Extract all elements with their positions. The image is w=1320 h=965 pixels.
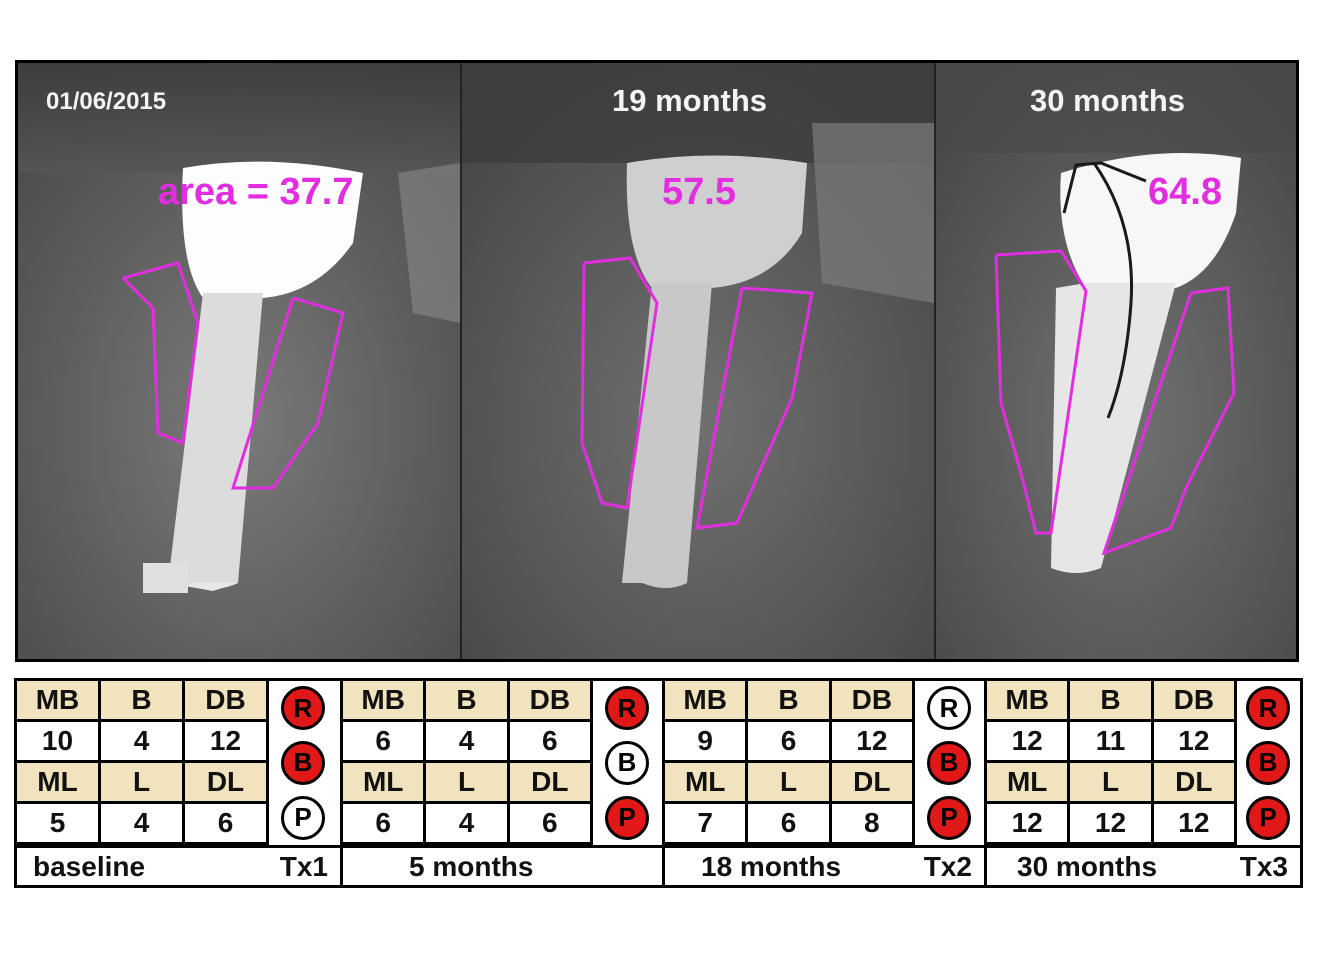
site-header: MB bbox=[987, 681, 1071, 722]
pus-indicator-icon: P bbox=[1246, 795, 1290, 840]
probing-value: 12 bbox=[987, 804, 1071, 845]
site-header: MB bbox=[17, 681, 101, 722]
indicator-column: R B P bbox=[593, 681, 661, 845]
radiograph-strip: 01/06/2015 area = 37.7 19 months 57.5 bbox=[15, 60, 1299, 662]
probing-value: 12 bbox=[987, 722, 1071, 763]
probing-value: 6 bbox=[343, 804, 427, 845]
bleeding-indicator-icon: B bbox=[281, 740, 325, 785]
probing-value: 11 bbox=[1070, 722, 1154, 763]
site-header: ML bbox=[987, 763, 1071, 804]
probing-value: 12 bbox=[1153, 722, 1237, 763]
site-header: B bbox=[101, 681, 185, 722]
probing-value: 4 bbox=[426, 722, 510, 763]
site-header: MB bbox=[665, 681, 749, 722]
panel-time-label: 19 months bbox=[612, 83, 768, 118]
pus-indicator-icon: P bbox=[605, 795, 649, 840]
timepoint-label: baseline bbox=[33, 850, 146, 882]
probing-value: 12 bbox=[831, 722, 915, 763]
probing-value: 6 bbox=[509, 804, 593, 845]
probing-value: 6 bbox=[509, 722, 593, 763]
bleeding-indicator-icon: B bbox=[605, 740, 649, 785]
site-header: DB bbox=[509, 681, 593, 722]
radiograph-panel-baseline: 01/06/2015 area = 37.7 bbox=[18, 63, 462, 659]
timepoint-label: 18 months bbox=[701, 850, 842, 882]
site-header: L bbox=[426, 763, 510, 804]
timepoint-footer: baseline Tx1 bbox=[17, 845, 340, 885]
site-header: DB bbox=[831, 681, 915, 722]
radiographic-indicator-icon: R bbox=[927, 686, 971, 731]
site-header: DB bbox=[185, 681, 269, 722]
probing-value: 9 bbox=[665, 722, 749, 763]
probing-value: 12 bbox=[1070, 804, 1154, 845]
radiographic-indicator-icon: R bbox=[281, 686, 325, 731]
radiograph-image bbox=[462, 63, 934, 659]
probing-value: 6 bbox=[748, 722, 832, 763]
indicator-column: R B P bbox=[915, 681, 983, 845]
timepoint-label: 5 months bbox=[409, 850, 534, 882]
timepoint-group-30-months: MB B DB 12 11 12 ML L DL 12 12 12 R B P … bbox=[987, 681, 1300, 885]
probing-value: 7 bbox=[665, 804, 749, 845]
probing-value: 4 bbox=[101, 722, 185, 763]
area-measurement: 64.8 bbox=[1148, 171, 1222, 213]
radiograph-panel-30-months: 30 months 64.8 bbox=[936, 63, 1296, 659]
probing-grid: MB B DB 9 6 12 ML L DL 7 6 8 bbox=[665, 681, 915, 845]
site-header: L bbox=[748, 763, 832, 804]
probing-value: 4 bbox=[101, 804, 185, 845]
timepoint-label: 30 months bbox=[1017, 850, 1158, 882]
site-header: DL bbox=[509, 763, 593, 804]
pus-indicator-icon: P bbox=[927, 795, 971, 840]
radiographic-indicator-icon: R bbox=[1246, 686, 1290, 731]
indicator-column: R B P bbox=[269, 681, 337, 845]
radiograph-panel-19-months: 19 months 57.5 bbox=[462, 63, 936, 659]
probing-value: 10 bbox=[17, 722, 101, 763]
treatment-label: Tx2 bbox=[923, 850, 972, 882]
probing-value: 4 bbox=[426, 804, 510, 845]
radiographic-indicator-icon: R bbox=[605, 686, 649, 731]
probing-value: 5 bbox=[17, 804, 101, 845]
site-header: DB bbox=[1153, 681, 1237, 722]
timepoint-footer: 18 months Tx2 bbox=[665, 845, 984, 885]
timepoint-footer: 5 months bbox=[343, 845, 662, 885]
site-header: DL bbox=[185, 763, 269, 804]
timepoint-footer: 30 months Tx3 bbox=[987, 845, 1300, 885]
site-header: B bbox=[1070, 681, 1154, 722]
probing-value: 6 bbox=[343, 722, 427, 763]
site-header: DL bbox=[1153, 763, 1237, 804]
area-measurement: area = 37.7 bbox=[158, 171, 354, 213]
probing-value: 6 bbox=[748, 804, 832, 845]
panel-date-label: 01/06/2015 bbox=[46, 88, 167, 115]
radiograph-image bbox=[18, 63, 460, 659]
site-header: ML bbox=[665, 763, 749, 804]
area-measurement: 57.5 bbox=[662, 171, 736, 213]
site-header: ML bbox=[343, 763, 427, 804]
probing-depth-table: MB B DB 10 4 12 ML L DL 5 4 6 R B P base… bbox=[14, 678, 1303, 888]
panel-time-label: 30 months bbox=[1030, 83, 1186, 118]
site-header: DL bbox=[831, 763, 915, 804]
probing-value: 6 bbox=[185, 804, 269, 845]
site-header: B bbox=[748, 681, 832, 722]
probing-value: 12 bbox=[1153, 804, 1237, 845]
site-header: B bbox=[426, 681, 510, 722]
site-header: L bbox=[101, 763, 185, 804]
site-header: L bbox=[1070, 763, 1154, 804]
timepoint-group-baseline: MB B DB 10 4 12 ML L DL 5 4 6 R B P base… bbox=[17, 681, 343, 885]
probing-value: 12 bbox=[185, 722, 269, 763]
probing-grid: MB B DB 10 4 12 ML L DL 5 4 6 bbox=[17, 681, 269, 845]
treatment-label: Tx1 bbox=[279, 850, 328, 882]
bleeding-indicator-icon: B bbox=[927, 740, 971, 785]
probing-value: 8 bbox=[831, 804, 915, 845]
timepoint-group-5-months: MB B DB 6 4 6 ML L DL 6 4 6 R B P 5 mont… bbox=[343, 681, 665, 885]
pus-indicator-icon: P bbox=[281, 795, 325, 840]
site-header: ML bbox=[17, 763, 101, 804]
radiograph-image bbox=[936, 63, 1296, 659]
timepoint-group-18-months: MB B DB 9 6 12 ML L DL 7 6 8 R B P 18 mo… bbox=[665, 681, 987, 885]
site-header: MB bbox=[343, 681, 427, 722]
treatment-label: Tx3 bbox=[1239, 850, 1288, 882]
bleeding-indicator-icon: B bbox=[1246, 740, 1290, 785]
indicator-column: R B P bbox=[1237, 681, 1299, 845]
probing-grid: MB B DB 12 11 12 ML L DL 12 12 12 bbox=[987, 681, 1237, 845]
probing-grid: MB B DB 6 4 6 ML L DL 6 4 6 bbox=[343, 681, 593, 845]
